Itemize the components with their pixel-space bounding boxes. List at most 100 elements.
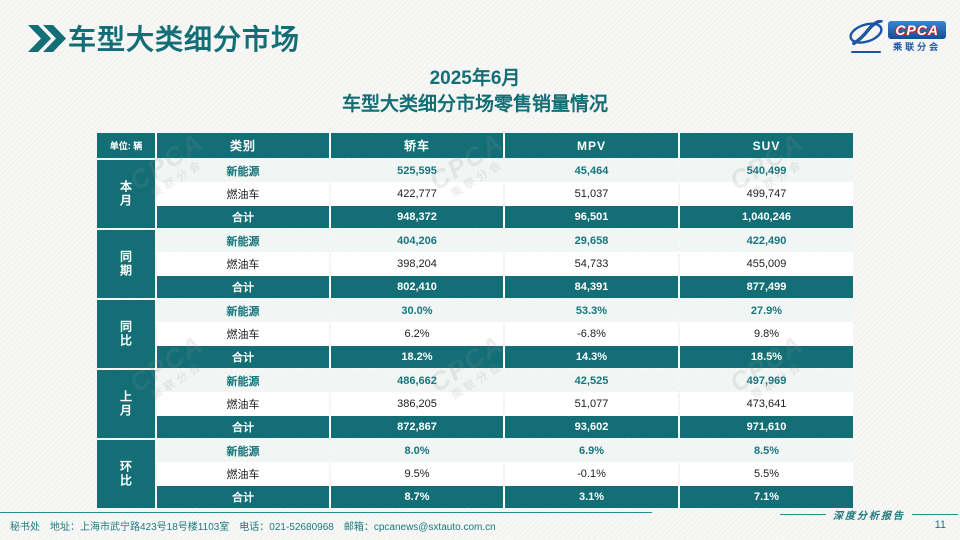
table-group: 环比 新能源 8.0% 6.9% 8.5% 燃油车 9.5% -0.1% 5.5% 合计 8.7% 3… bbox=[97, 440, 853, 508]
table-row: 新能源 8.0% 6.9% 8.5% bbox=[157, 440, 853, 462]
cell-value: 8.7% bbox=[331, 486, 503, 508]
cell-value: 30.0% bbox=[331, 300, 503, 322]
cell-value: 14.3% bbox=[505, 346, 678, 368]
page-number: 11 bbox=[934, 519, 946, 531]
row-category: 燃油车 bbox=[157, 323, 329, 345]
row-category: 新能源 bbox=[157, 300, 329, 322]
table-row: 新能源 404,206 29,658 422,490 bbox=[157, 230, 853, 252]
row-category: 新能源 bbox=[157, 440, 329, 462]
cell-value: 499,747 bbox=[680, 183, 853, 205]
footer-contact-info: 秘书处 地址：上海市武宁路423号18号楼1103室 电话：021-526809… bbox=[10, 522, 496, 533]
cell-value: 5.5% bbox=[680, 463, 853, 485]
table-row: 合计 802,410 84,391 877,499 bbox=[157, 275, 853, 298]
group-body: 新能源 30.0% 53.3% 27.9% 燃油车 6.2% -6.8% 9.8% 合计 18.2… bbox=[157, 300, 853, 368]
cell-value: 51,037 bbox=[505, 183, 678, 205]
group-body: 新能源 525,595 45,464 540,499 燃油车 422,777 51,037 4… bbox=[157, 160, 853, 228]
row-category: 合计 bbox=[157, 276, 329, 298]
table-row: 合计 18.2% 14.3% 18.5% bbox=[157, 345, 853, 368]
cell-value: 27.9% bbox=[680, 300, 853, 322]
row-category: 合计 bbox=[157, 206, 329, 228]
column-header: MPV bbox=[505, 133, 678, 158]
row-category: 燃油车 bbox=[157, 463, 329, 485]
table-group: 同期 新能源 404,206 29,658 422,490 燃油车 398,204 54,73… bbox=[97, 230, 853, 298]
cell-value: -6.8% bbox=[505, 323, 678, 345]
table-row: 合计 872,867 93,602 971,610 bbox=[157, 415, 853, 438]
cell-value: 422,490 bbox=[680, 230, 853, 252]
table-row: 新能源 30.0% 53.3% 27.9% bbox=[157, 300, 853, 322]
cpca-logo: CPCA 乘联分会 bbox=[847, 20, 946, 53]
slide-subtitle: 2025年6月 车型大类细分市场零售销量情况 bbox=[97, 66, 853, 118]
cell-value: 540,499 bbox=[680, 160, 853, 182]
cell-value: 872,867 bbox=[331, 416, 503, 438]
cell-value: 6.2% bbox=[331, 323, 503, 345]
column-header: 类别 bbox=[157, 133, 329, 158]
table-row: 燃油车 9.5% -0.1% 5.5% bbox=[157, 462, 853, 485]
cell-value: 7.1% bbox=[680, 486, 853, 508]
row-category: 燃油车 bbox=[157, 183, 329, 205]
cell-value: 525,595 bbox=[331, 160, 503, 182]
footer-deco-line-right bbox=[912, 514, 958, 515]
cell-value: -0.1% bbox=[505, 463, 678, 485]
sales-table: 单位: 辆类别 轿车 MPV SUV 本月 新能源 525,595 45,464 540,499… bbox=[97, 133, 853, 508]
table-row: 燃油车 386,205 51,077 473,641 bbox=[157, 392, 853, 415]
cell-value: 455,009 bbox=[680, 253, 853, 275]
cell-value: 18.5% bbox=[680, 346, 853, 368]
group-label: 本月 bbox=[97, 160, 155, 228]
row-category: 燃油车 bbox=[157, 253, 329, 275]
cell-value: 398,204 bbox=[331, 253, 503, 275]
subtitle-date: 2025年6月 bbox=[429, 68, 521, 89]
row-category: 新能源 bbox=[157, 370, 329, 392]
cell-value: 497,969 bbox=[680, 370, 853, 392]
cell-value: 473,641 bbox=[680, 393, 853, 415]
row-category: 燃油车 bbox=[157, 393, 329, 415]
footer-report-name: 深度分析报告 bbox=[780, 507, 958, 522]
table-row: 新能源 525,595 45,464 540,499 bbox=[157, 160, 853, 182]
cell-value: 386,205 bbox=[331, 393, 503, 415]
table-row: 新能源 486,662 42,525 497,969 bbox=[157, 370, 853, 392]
column-header: SUV bbox=[680, 133, 853, 158]
cell-value: 54,733 bbox=[505, 253, 678, 275]
row-category: 合计 bbox=[157, 486, 329, 508]
cell-value: 45,464 bbox=[505, 160, 678, 182]
group-label: 同期 bbox=[97, 230, 155, 298]
subtitle-text: 车型大类细分市场零售销量情况 bbox=[341, 94, 608, 115]
cpca-swoosh-icon bbox=[847, 20, 885, 53]
cell-value: 9.5% bbox=[331, 463, 503, 485]
cpca-logo-text: CPCA bbox=[888, 20, 946, 39]
table-row: 燃油车 398,204 54,733 455,009 bbox=[157, 252, 853, 275]
cell-value: 877,499 bbox=[680, 276, 853, 298]
cell-value: 93,602 bbox=[505, 416, 678, 438]
cell-value: 6.9% bbox=[505, 440, 678, 462]
table-group: 本月 新能源 525,595 45,464 540,499 燃油车 422,777 51,03… bbox=[97, 160, 853, 228]
cell-value: 971,610 bbox=[680, 416, 853, 438]
column-header: 轿车 bbox=[331, 133, 503, 158]
report-name-label: 深度分析报告 bbox=[833, 511, 905, 522]
table-row: 燃油车 422,777 51,037 499,747 bbox=[157, 182, 853, 205]
cell-value: 1,040,246 bbox=[680, 206, 853, 228]
row-category: 新能源 bbox=[157, 230, 329, 252]
group-body: 新能源 8.0% 6.9% 8.5% 燃油车 9.5% -0.1% 5.5% 合计 8.7% 3.1… bbox=[157, 440, 853, 508]
group-label: 同比 bbox=[97, 300, 155, 368]
cell-value: 802,410 bbox=[331, 276, 503, 298]
row-category: 新能源 bbox=[157, 160, 329, 182]
footer-deco-line-left bbox=[780, 514, 826, 515]
group-label: 环比 bbox=[97, 440, 155, 508]
table-group: 同比 新能源 30.0% 53.3% 27.9% 燃油车 6.2% -6.8% 9.8% 合计 18… bbox=[97, 300, 853, 368]
table-row: 燃油车 6.2% -6.8% 9.8% bbox=[157, 322, 853, 345]
cell-value: 404,206 bbox=[331, 230, 503, 252]
footer-divider bbox=[0, 512, 652, 513]
group-label: 上月 bbox=[97, 370, 155, 438]
table-group: 上月 新能源 486,662 42,525 497,969 燃油车 386,205 51,07… bbox=[97, 370, 853, 438]
table-row: 合计 8.7% 3.1% 7.1% bbox=[157, 485, 853, 508]
page-title: 车型大类细分市场 bbox=[68, 24, 301, 55]
cell-value: 422,777 bbox=[331, 183, 503, 205]
double-chevron-icon bbox=[28, 25, 66, 52]
row-category: 合计 bbox=[157, 416, 329, 438]
cell-value: 948,372 bbox=[331, 206, 503, 228]
cell-value: 84,391 bbox=[505, 276, 678, 298]
cell-value: 42,525 bbox=[505, 370, 678, 392]
cpca-logo-subtext: 乘联分会 bbox=[893, 41, 942, 52]
group-body: 新能源 486,662 42,525 497,969 燃油车 386,205 51,077 4… bbox=[157, 370, 853, 438]
cell-value: 8.5% bbox=[680, 440, 853, 462]
cell-value: 96,501 bbox=[505, 206, 678, 228]
